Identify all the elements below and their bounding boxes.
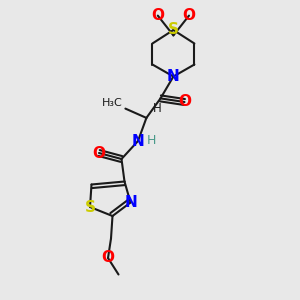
Text: O: O bbox=[182, 8, 196, 23]
Text: O: O bbox=[178, 94, 191, 110]
Text: S: S bbox=[85, 200, 95, 214]
Text: O: O bbox=[92, 146, 106, 160]
Text: H: H bbox=[153, 102, 162, 115]
Text: N: N bbox=[132, 134, 144, 148]
Text: N: N bbox=[167, 69, 180, 84]
Text: H: H bbox=[147, 134, 156, 147]
Text: S: S bbox=[168, 22, 179, 38]
Text: O: O bbox=[151, 8, 164, 23]
Text: O: O bbox=[101, 250, 115, 266]
Text: N: N bbox=[124, 195, 137, 210]
Text: H₃C: H₃C bbox=[102, 98, 123, 108]
